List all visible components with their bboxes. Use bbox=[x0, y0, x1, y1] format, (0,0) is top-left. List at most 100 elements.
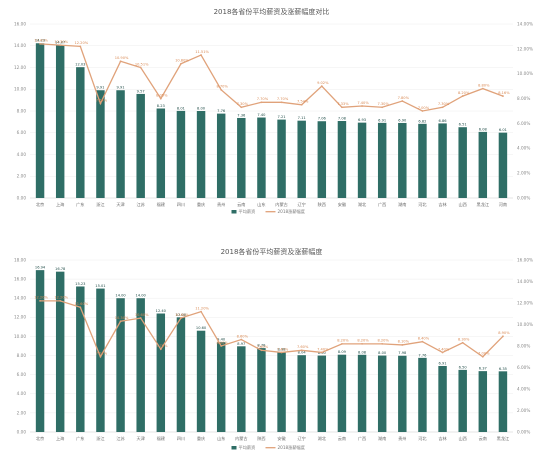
raise-rate-point bbox=[159, 97, 162, 100]
bar-value-label: 12.03 bbox=[75, 63, 85, 67]
chart-panel-1: 2018各省份平均薪资及涨薪幅度对比 0.00 2.00 4.00 6.00 8.00 10… bbox=[14, 7, 533, 215]
bar bbox=[418, 123, 427, 198]
bar bbox=[216, 113, 226, 198]
raise-rate-point bbox=[441, 106, 444, 109]
y-tick-left: 12.00 bbox=[14, 65, 26, 70]
bar-value-label: 8.08 bbox=[358, 350, 367, 354]
bar-value-label: 8.04 bbox=[298, 351, 307, 355]
bar bbox=[377, 122, 387, 198]
x-tick-label: 云南 bbox=[338, 435, 346, 442]
raise-rate-label: 8.60% bbox=[237, 334, 249, 338]
bar-value-label: 8.09 bbox=[338, 350, 347, 354]
bar-value-label: 7.98 bbox=[398, 351, 407, 355]
x-tick-label: 安徽 bbox=[277, 435, 286, 442]
x-tick-label: 内蒙古 bbox=[235, 435, 248, 442]
bar-value-label: 9.91 bbox=[96, 86, 104, 90]
y-tick-right: 10.00% bbox=[517, 71, 533, 76]
y-tick-left: 14.00 bbox=[14, 296, 26, 301]
bar-value-label: 6.90 bbox=[398, 118, 407, 122]
raise-rate-label: 7.40% bbox=[317, 347, 329, 351]
x-tick-label: 浙江 bbox=[96, 435, 104, 442]
raise-rate-point bbox=[502, 335, 504, 338]
raise-rate-point bbox=[180, 62, 182, 65]
bar bbox=[237, 346, 246, 432]
bar-value-label: 6.86 bbox=[439, 119, 448, 123]
raise-rate-label: 7.01% bbox=[96, 352, 108, 356]
raise-rate-point bbox=[280, 351, 283, 354]
bar bbox=[357, 354, 367, 432]
bar-value-label: 8.38 bbox=[278, 347, 287, 351]
bar bbox=[277, 119, 286, 198]
x-tick-label: 贵州 bbox=[398, 435, 406, 442]
raise-rate-point bbox=[381, 342, 384, 345]
bar-value-label: 6.50 bbox=[459, 365, 468, 369]
bar-value-label: 8.01 bbox=[177, 106, 185, 110]
raise-rate-label: 12.41% bbox=[34, 39, 48, 43]
bar bbox=[136, 298, 145, 432]
raise-rate-point bbox=[481, 355, 484, 358]
bar-value-label: 7.36 bbox=[237, 113, 246, 117]
chart-panel-2: 2018各省份平均薪资及涨薪幅度 0.00 2.00 4.00 6.00 8.00 10.0… bbox=[0, 234, 547, 468]
bar bbox=[257, 348, 266, 432]
raise-rate-label: 8.20% bbox=[337, 339, 349, 343]
raise-rate-point bbox=[421, 110, 424, 112]
bar bbox=[116, 90, 125, 198]
bar-value-label: 6.93 bbox=[358, 118, 366, 122]
x-tick-label: 云南 bbox=[237, 201, 245, 208]
bar-value-label: 14.07 bbox=[55, 40, 65, 44]
bar-value-label: 6.91 bbox=[378, 118, 386, 122]
x-tick-label: 江苏 bbox=[116, 435, 124, 442]
raise-rate-label: 8.20% bbox=[357, 339, 369, 343]
raise-rate-point bbox=[139, 66, 142, 69]
y-tick-left: 0.00 bbox=[17, 195, 27, 200]
y-tick-right: 0.00% bbox=[517, 195, 530, 200]
bar-value-label: 8.78 bbox=[257, 344, 266, 348]
y-tick-right: 4.00% bbox=[517, 386, 530, 391]
bar bbox=[237, 117, 246, 198]
raise-rate-label: 10.51% bbox=[135, 62, 149, 66]
bar-value-label: 8.97 bbox=[237, 342, 245, 346]
bar-value-label: 12.40 bbox=[156, 309, 167, 313]
bar bbox=[216, 342, 226, 432]
x-tick-label: 广西 bbox=[378, 201, 386, 208]
bar bbox=[136, 93, 145, 198]
bar-value-label: 6.08 bbox=[479, 127, 488, 131]
x-tick-label: 吉林 bbox=[438, 201, 447, 208]
raise-rate-label: 11.60% bbox=[74, 302, 88, 306]
bar-value-label: 8.00 bbox=[378, 351, 387, 355]
bar bbox=[176, 110, 186, 198]
x-tick-label: 广西 bbox=[358, 435, 366, 442]
y-tick-right: 0.00% bbox=[517, 429, 530, 434]
y-tick-right: 4.00% bbox=[517, 146, 530, 151]
x-tick-label: 北京 bbox=[36, 201, 44, 208]
raise-rate-label: 8.00% bbox=[216, 341, 228, 345]
raise-rate-label: 7.64% bbox=[96, 98, 108, 102]
x-tick-label: 吉林 bbox=[438, 435, 447, 442]
bar bbox=[76, 67, 85, 198]
raise-rate-point bbox=[200, 54, 202, 56]
raise-rate-point bbox=[341, 106, 343, 109]
raise-rate-point bbox=[320, 85, 323, 88]
y-tick-left: 16.00 bbox=[14, 277, 26, 282]
y-tick-right: 10.00% bbox=[517, 322, 533, 327]
legend-label-line: 2018涨薪幅度 bbox=[278, 444, 306, 451]
raise-rate-label: 10.90% bbox=[115, 56, 129, 60]
x-tick-label: 内蒙古 bbox=[275, 201, 288, 208]
raise-rate-label: 10.60% bbox=[135, 313, 149, 317]
raise-rate-point bbox=[461, 341, 464, 344]
bar bbox=[55, 44, 65, 198]
raise-rate-label: 7.30% bbox=[438, 102, 450, 106]
x-tick-label: 福建 bbox=[157, 435, 166, 442]
raise-rate-point bbox=[139, 317, 142, 319]
bar-value-label: 7.06 bbox=[318, 117, 327, 121]
x-tick-label: 云南 bbox=[479, 435, 487, 442]
y-tick-right: 16.00% bbox=[517, 257, 533, 262]
raise-rate-point bbox=[59, 44, 62, 47]
bar bbox=[498, 371, 508, 432]
raise-rate-point bbox=[381, 106, 384, 109]
x-tick-label: 广东 bbox=[76, 435, 84, 442]
y-tick-right: 2.00% bbox=[517, 408, 530, 413]
raise-rate-label: 7.40% bbox=[277, 347, 289, 351]
raise-rate-point bbox=[99, 102, 102, 105]
bar bbox=[337, 121, 347, 198]
